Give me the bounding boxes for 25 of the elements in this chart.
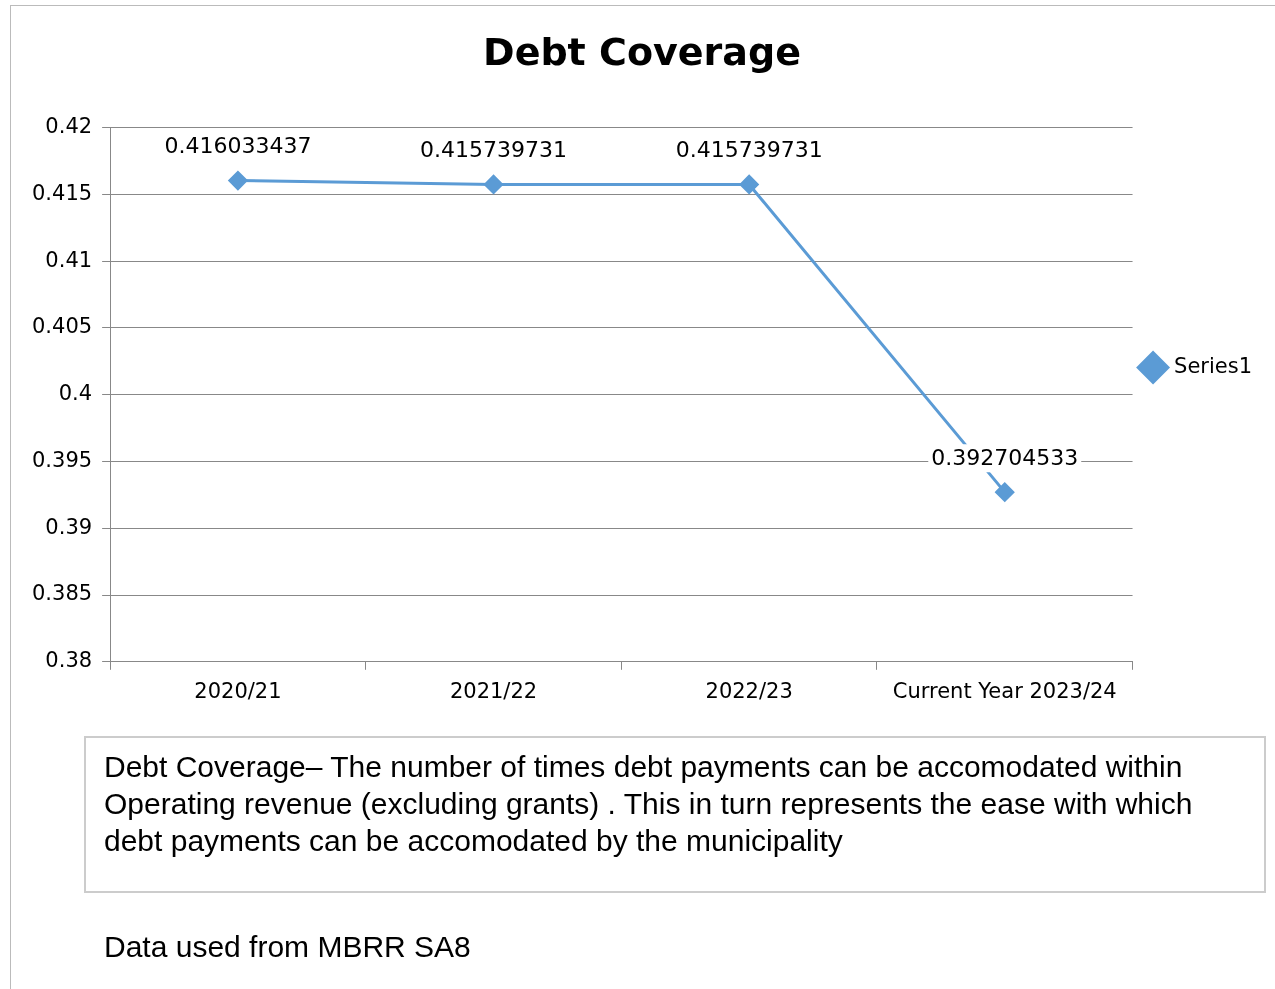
x-tick-label: 2021/22 [449,678,538,703]
y-tick-label: 0.41 [45,247,93,272]
data-label: 0.392704533 [931,444,1079,470]
y-tick-label: 0.385 [31,581,93,606]
data-label: 0.416033437 [164,133,312,159]
x-tick-label: 2020/21 [194,678,282,703]
point [484,175,504,194]
point [995,482,1015,502]
y-tick-label: 0.415 [31,180,93,205]
text: Data used from MBRR SA8 [104,930,471,964]
text: Debt Coverage– The number of times debt payments can be accomodated within Operating revenue (excluding grants) . This in turn represents the ease with which debt payments can be accomodated by the municipality [84,736,1266,893]
x-tick-label: 2022/23 [705,678,793,703]
x-tick-label: Current Year 2023/24 [892,678,1117,703]
chart-title: Debt Coverage [483,29,801,74]
y-tick-label: 0.38 [45,648,93,673]
point [228,171,248,191]
legend-label: Series1 [1174,353,1253,378]
y-tick-label: 0.4 [58,381,93,406]
y-tick-label: 0.395 [31,447,93,472]
point [739,175,759,194]
data-label: 0.415739731 [420,137,568,163]
y-tick-label: 0.42 [45,114,93,139]
y-tick-label: 0.39 [45,514,93,539]
y-tick-label: 0.405 [31,314,93,339]
data-label: 0.415739731 [675,137,823,163]
